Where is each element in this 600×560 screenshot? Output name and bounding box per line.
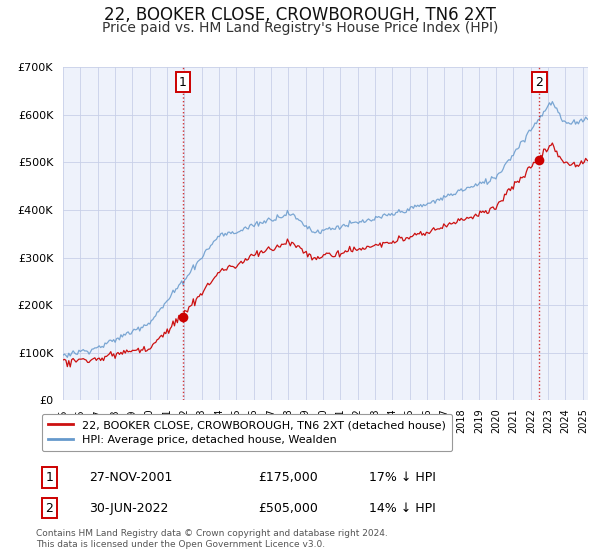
Text: 14% ↓ HPI: 14% ↓ HPI xyxy=(368,502,436,515)
Text: Contains HM Land Registry data © Crown copyright and database right 2024.
This d: Contains HM Land Registry data © Crown c… xyxy=(36,529,388,549)
Text: 22, BOOKER CLOSE, CROWBOROUGH, TN6 2XT: 22, BOOKER CLOSE, CROWBOROUGH, TN6 2XT xyxy=(104,6,496,24)
Text: 27-NOV-2001: 27-NOV-2001 xyxy=(89,471,172,484)
Legend: 22, BOOKER CLOSE, CROWBOROUGH, TN6 2XT (detached house), HPI: Average price, det: 22, BOOKER CLOSE, CROWBOROUGH, TN6 2XT (… xyxy=(41,414,452,451)
Text: Price paid vs. HM Land Registry's House Price Index (HPI): Price paid vs. HM Land Registry's House … xyxy=(102,21,498,35)
Text: 1: 1 xyxy=(45,471,53,484)
Text: 2: 2 xyxy=(536,76,544,88)
Text: 17% ↓ HPI: 17% ↓ HPI xyxy=(368,471,436,484)
Text: 1: 1 xyxy=(179,76,187,88)
Text: 2: 2 xyxy=(45,502,53,515)
Text: £505,000: £505,000 xyxy=(258,502,317,515)
Text: 30-JUN-2022: 30-JUN-2022 xyxy=(89,502,168,515)
Text: £175,000: £175,000 xyxy=(258,471,317,484)
